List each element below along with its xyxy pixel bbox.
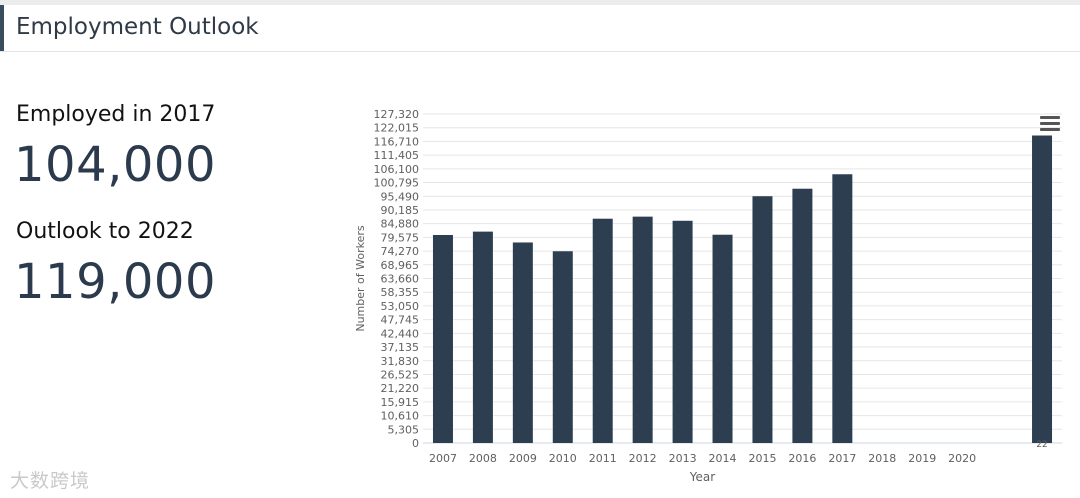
x-tick-label: 2017 [828, 452, 856, 465]
outlook-label: Outlook to 2022 [16, 219, 194, 244]
watermark-text: 大数跨境 [10, 470, 91, 492]
x-tick-label: 2007 [429, 452, 457, 465]
panel-title: Employment Outlook [16, 14, 259, 40]
y-tick-label: 111,405 [374, 149, 420, 162]
x-tick-label: 2011 [589, 452, 617, 465]
x-tick-label: 2019 [908, 452, 936, 465]
y-tick-label: 58,355 [381, 286, 420, 299]
y-tick-label: 21,220 [381, 382, 420, 395]
bar-2017 [832, 174, 853, 443]
y-tick-label: 106,100 [374, 163, 420, 176]
bar-2008 [472, 231, 493, 443]
bar-2014 [712, 234, 733, 443]
bar-2013 [672, 220, 693, 443]
y-tick-label: 127,320 [374, 108, 420, 121]
x-tick-label: 2018 [868, 452, 896, 465]
y-tick-label: 84,880 [381, 218, 420, 231]
x-tick-label: 2020 [948, 452, 976, 465]
y-tick-label: 37,135 [381, 341, 420, 354]
bar-2007 [432, 234, 453, 443]
y-tick-label: 15,915 [381, 396, 420, 409]
y-tick-label: 90,185 [381, 204, 420, 217]
y-tick-label: 10,610 [381, 410, 420, 423]
x-tick-label: 2016 [788, 452, 816, 465]
x-tick-label: 2012 [629, 452, 657, 465]
bar-2016 [792, 188, 813, 443]
y-tick-label: 53,050 [381, 300, 420, 313]
y-tick-label: 31,830 [381, 355, 420, 368]
y-tick-label: 0 [412, 437, 419, 450]
y-tick-label: 26,525 [381, 368, 420, 381]
y-tick-label: 122,015 [374, 122, 420, 135]
employed-value: 104,000 [14, 137, 216, 193]
x-tick-label: 2010 [549, 452, 577, 465]
x-tick-label: 2013 [669, 452, 697, 465]
x-axis-title: Year [689, 470, 715, 484]
y-tick-label: 68,965 [381, 259, 420, 272]
bar-2010 [552, 251, 573, 443]
top-strip [0, 0, 1080, 5]
y-tick-label: 116,710 [374, 135, 420, 148]
bar-2022 [1032, 135, 1053, 443]
x-tick-label: 2008 [469, 452, 497, 465]
outlook-value: 119,000 [14, 254, 216, 310]
bar-2009 [512, 242, 533, 443]
chart-menu-icon[interactable] [1040, 116, 1060, 132]
y-tick-label: 95,490 [381, 190, 420, 203]
y-tick-label: 5,305 [388, 423, 420, 436]
header-accent-bar [0, 5, 4, 51]
bar-2015 [752, 196, 773, 443]
y-tick-label: 79,575 [381, 231, 420, 244]
x-tick-label-partial: 22 [1036, 440, 1047, 450]
y-axis-title: Number of Workers [354, 225, 367, 332]
y-tick-label: 74,270 [381, 245, 420, 258]
y-tick-label: 47,745 [381, 314, 420, 327]
x-tick-label: 2014 [709, 452, 737, 465]
panel-header: Employment Outlook [0, 5, 1080, 52]
x-tick-label: 2009 [509, 452, 537, 465]
chart-canvas: 127,320122,015116,710111,405106,100100,7… [354, 108, 1062, 484]
y-tick-label: 63,660 [381, 273, 420, 286]
y-tick-label: 42,440 [381, 327, 420, 340]
employment-chart: 127,320 122,015 116,710 111,405 106,100 100,7… [350, 100, 1080, 490]
employed-label: Employed in 2017 [16, 102, 216, 127]
bar-2011 [592, 218, 613, 443]
x-tick-label: 2015 [748, 452, 776, 465]
y-tick-label: 100,795 [374, 177, 420, 190]
bar-2012 [632, 216, 653, 443]
